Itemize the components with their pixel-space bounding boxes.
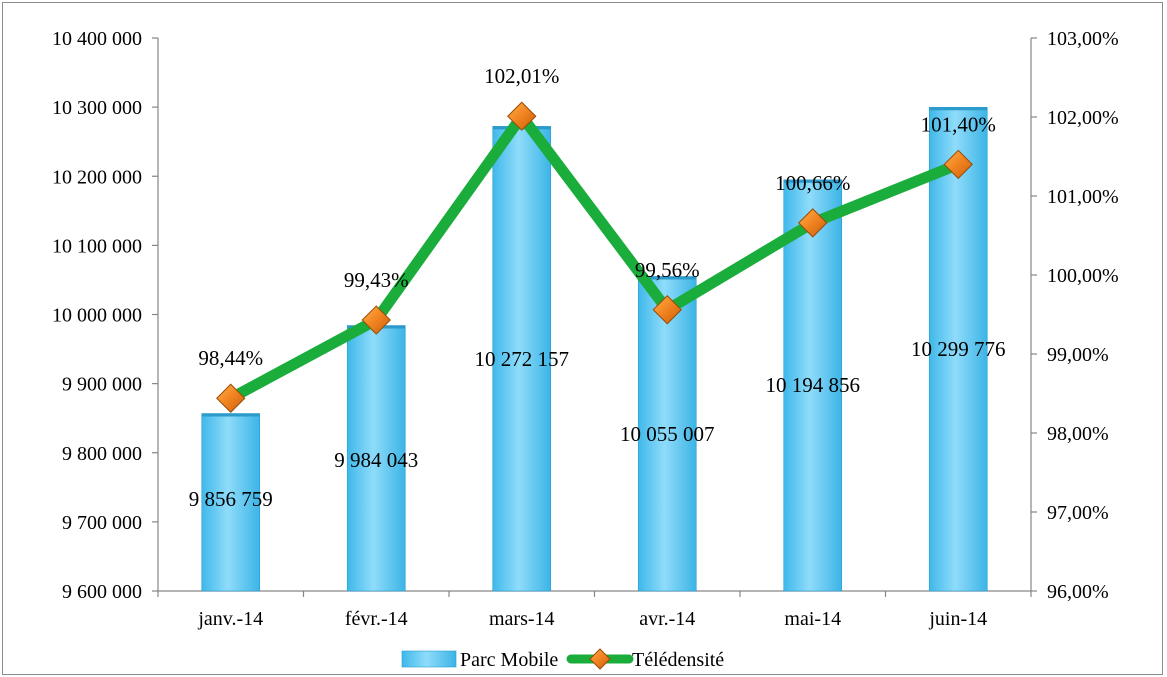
x-tick-label: mai-14 [784,608,841,630]
bar [201,413,261,592]
y-right-tick-label: 96,00% [1047,581,1109,603]
bar-data-label: 10 055 007 [620,422,715,446]
teledensite-marker [652,295,682,325]
line-data-label: 102,01% [484,64,559,88]
x-tick-label: avr.-14 [639,608,695,630]
teledensite-marker [361,305,391,335]
line-data-label: 101,40% [921,112,996,136]
teledensite-line [225,110,964,404]
x-tick-label: févr.-14 [345,608,408,630]
legend-label-parc-mobile: Parc Mobile [460,649,558,671]
teledensite-marker [216,383,246,413]
bar [492,126,552,592]
y-left-tick-label: 9 900 000 [62,374,142,396]
y-right-tick-label: 103,00% [1047,28,1119,50]
y-left-tick-label: 10 400 000 [52,28,142,50]
y-left-tick-label: 9 800 000 [62,443,142,465]
x-tick-label: mars-14 [489,608,555,630]
bar [783,179,843,592]
teledensite-marker [943,149,973,180]
bar-data-label: 10 194 856 [766,373,861,397]
bar [637,276,697,592]
x-tick-label: juin-14 [928,608,987,630]
y-right-tick-label: 101,00% [1047,186,1119,208]
y-left-tick-label: 9 600 000 [62,581,142,603]
y-left-tick-label: 10 000 000 [52,305,142,327]
bar-top-edge [201,413,260,417]
line-data-label: 99,43% [344,268,409,292]
bar [346,325,406,592]
y-left-tick-label: 10 300 000 [52,97,142,119]
legend-swatch-parc-mobile [401,650,457,668]
y-left-tick-label: 10 200 000 [52,166,142,188]
bar-top-edge [783,179,842,183]
line-data-label: 98,44% [198,346,263,370]
bar-data-label: 9 856 759 [189,487,273,511]
line-data-label: 99,56% [635,258,700,282]
y-right-tick-label: 98,00% [1047,423,1109,445]
y-right-tick-label: 100,00% [1047,265,1119,287]
y-right-tick-label: 99,00% [1047,344,1109,366]
bar-data-label: 10 272 157 [475,347,570,371]
bar-top-edge [929,107,988,111]
teledensite-marker [798,208,828,238]
y-left-tick-label: 9 700 000 [62,512,142,534]
bar-data-label: 9 984 043 [334,448,418,472]
y-left-tick-label: 10 100 000 [52,235,142,257]
teledensite-marker [507,101,537,131]
bar-data-label: 10 299 776 [911,337,1006,361]
y-right-tick-label: 97,00% [1047,502,1109,524]
bar [928,106,988,592]
line-data-label: 100,66% [775,171,850,195]
y-right-tick-label: 102,00% [1047,107,1119,129]
legend-label-teledensite: Télédensité [632,649,724,671]
bar-top-edge [638,276,697,280]
legend-marker-teledensite [589,648,611,670]
x-tick-label: janv.-14 [197,608,263,630]
